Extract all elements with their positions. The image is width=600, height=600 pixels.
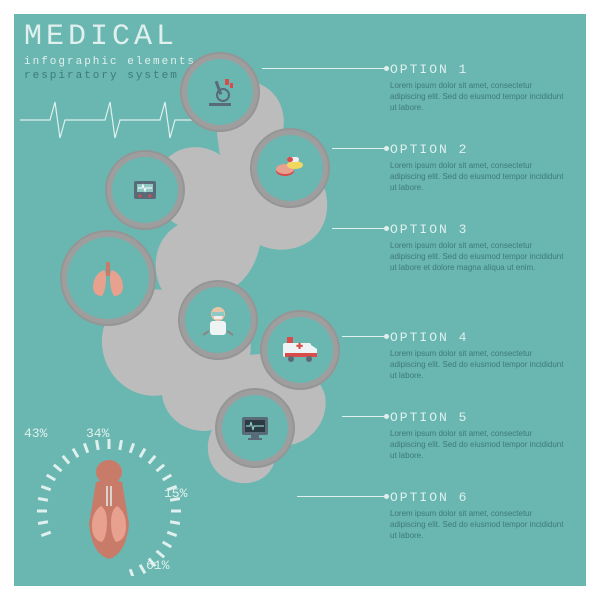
- option-3: OPTION 3 Lorem ipsum dolor sit amet, cons…: [390, 222, 570, 274]
- microscope-icon: [187, 59, 253, 125]
- node-microscope: [180, 52, 260, 132]
- lungs-icon: [67, 237, 149, 319]
- option-title: OPTION 5: [390, 410, 570, 425]
- monitor-icon: [222, 395, 288, 461]
- node-ambulance: [260, 310, 340, 390]
- option-title: OPTION 2: [390, 142, 570, 157]
- option-6: OPTION 6 Lorem ipsum dolor sit amet, cons…: [390, 490, 570, 542]
- leader-line: [342, 416, 386, 417]
- defibrillator-icon: [112, 157, 178, 223]
- pills-icon: [257, 135, 323, 201]
- option-body: Lorem ipsum dolor sit amet, consectetur …: [390, 160, 570, 194]
- gauge-percent: 15%: [164, 486, 187, 501]
- option-4: OPTION 4 Lorem ipsum dolor sit amet, cons…: [390, 330, 570, 382]
- title-sub1: infographic elements: [24, 56, 196, 68]
- gauge-percent: 43%: [24, 426, 47, 441]
- node-doctor: [178, 280, 258, 360]
- option-body: Lorem ipsum dolor sit amet, consectetur …: [390, 348, 570, 382]
- respiratory-gauge: 43%34%15%61%: [24, 436, 194, 576]
- option-body: Lorem ipsum dolor sit amet, consectetur …: [390, 240, 570, 274]
- leader-line: [342, 336, 386, 337]
- leader-line: [332, 228, 386, 229]
- leader-line: [297, 496, 386, 497]
- option-5: OPTION 5 Lorem ipsum dolor sit amet, cons…: [390, 410, 570, 462]
- ambulance-icon: [267, 317, 333, 383]
- gauge-percent: 34%: [86, 426, 109, 441]
- option-title: OPTION 4: [390, 330, 570, 345]
- gauge-percent: 61%: [146, 558, 169, 573]
- option-1: OPTION 1 Lorem ipsum dolor sit amet, cons…: [390, 62, 570, 114]
- leader-line: [262, 68, 386, 69]
- node-monitor: [215, 388, 295, 468]
- option-title: OPTION 3: [390, 222, 570, 237]
- option-body: Lorem ipsum dolor sit amet, consectetur …: [390, 428, 570, 462]
- title-main: MEDICAL: [24, 20, 196, 54]
- option-body: Lorem ipsum dolor sit amet, consectetur …: [390, 508, 570, 542]
- option-body: Lorem ipsum dolor sit amet, consectetur …: [390, 80, 570, 114]
- node-defib: [105, 150, 185, 230]
- node-lungs: [60, 230, 156, 326]
- option-title: OPTION 1: [390, 62, 570, 77]
- doctor-icon: [185, 287, 251, 353]
- option-2: OPTION 2 Lorem ipsum dolor sit amet, cons…: [390, 142, 570, 194]
- option-title: OPTION 6: [390, 490, 570, 505]
- leader-line: [332, 148, 386, 149]
- node-pills: [250, 128, 330, 208]
